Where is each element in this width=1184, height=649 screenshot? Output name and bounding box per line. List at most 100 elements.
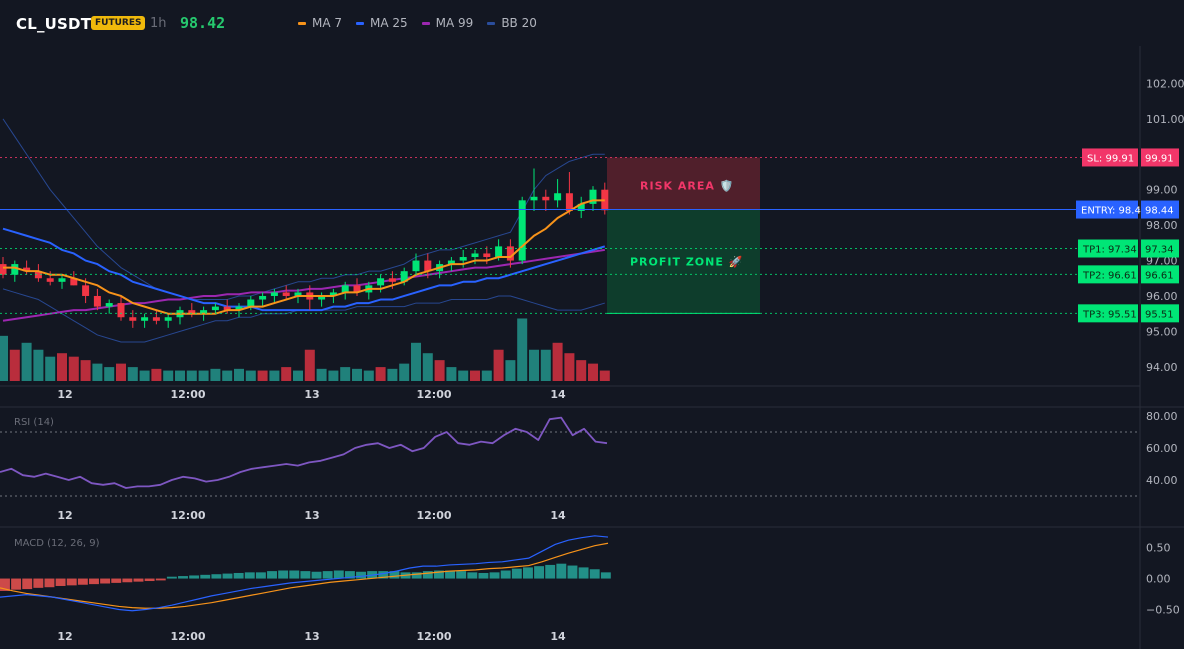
candle-body: [23, 267, 31, 272]
x-tick-label: 14: [550, 509, 566, 522]
symbol-name[interactable]: CL_USDT: [16, 15, 92, 33]
macd-histogram-bar: [111, 578, 122, 583]
x-tick-label: 13: [304, 509, 319, 522]
macd-histogram-bar: [33, 578, 44, 588]
macd-histogram-bar: [411, 572, 422, 579]
candle-body: [223, 306, 231, 311]
volume-bar: [80, 360, 91, 381]
volume-bar: [352, 368, 362, 381]
level-tag: [1078, 239, 1138, 258]
candle-body: [141, 317, 149, 321]
candle-body: [565, 193, 573, 211]
macd-histogram-bar: [378, 571, 389, 579]
legend-bb20[interactable]: BB 20: [487, 16, 537, 30]
macd-y-tick-label: 0.00: [1146, 573, 1171, 586]
macd-histogram-bar: [0, 578, 10, 591]
macd-histogram-bar: [55, 578, 66, 586]
x-tick-label: 12: [57, 388, 72, 401]
indicator-legend: MA 7 MA 25 MA 99 BB 20: [298, 16, 537, 30]
volume-bar: [163, 370, 174, 381]
macd-histogram-bar: [500, 570, 511, 579]
macd-histogram-bar: [289, 570, 300, 579]
macd-histogram-bar: [389, 571, 400, 579]
volume-bar: [116, 363, 126, 381]
candle-body: [483, 253, 491, 258]
candle-body: [164, 317, 172, 321]
risk-area: [607, 157, 760, 210]
volume-bar: [446, 367, 457, 381]
macd-histogram-bar: [545, 564, 556, 579]
candle-body: [247, 299, 255, 307]
y-tick-label: 101.00: [1146, 113, 1184, 126]
macd-histogram-bar: [133, 578, 144, 582]
candle-body: [459, 257, 467, 261]
legend-ma99-swatch: [421, 21, 430, 25]
macd-histogram-bar: [300, 571, 311, 579]
candle-body: [282, 292, 290, 296]
candle-body: [11, 264, 19, 275]
candle-body: [554, 193, 562, 201]
legend-bb20-swatch: [487, 21, 496, 25]
level-tag: [1076, 200, 1138, 219]
level-price-label: 99.91: [1145, 153, 1174, 164]
macd-histogram-bar: [556, 563, 567, 579]
macd-histogram-bar: [166, 576, 177, 579]
volume-bar: [375, 367, 386, 381]
volume-bar: [222, 370, 233, 381]
volume-bar: [481, 370, 492, 381]
level-tag-label: SL: 99.91: [1087, 153, 1134, 164]
candle-body: [400, 271, 408, 282]
volume-bar: [0, 335, 8, 381]
candle-body: [495, 246, 503, 258]
volume-bar: [127, 367, 138, 381]
ma25-line: [2, 227, 606, 312]
legend-ma25[interactable]: MA 25: [356, 16, 408, 30]
level-price-label: 98.44: [1145, 206, 1174, 217]
candle-body: [129, 317, 137, 321]
volume-bar: [422, 353, 433, 381]
legend-ma99[interactable]: MA 99: [421, 16, 473, 30]
volume-bar: [387, 368, 398, 381]
rsi-title: RSI (14): [14, 417, 54, 428]
level-tag-label: TP1: 97.34: [1082, 245, 1137, 256]
macd-histogram-bar: [267, 571, 277, 579]
candle-body: [211, 306, 219, 311]
level-price-tag: [1141, 148, 1179, 167]
rsi-y-tick-label: 40.00: [1146, 474, 1178, 487]
candle-body: [270, 292, 278, 296]
legend-ma7[interactable]: MA 7: [298, 16, 342, 30]
y-tick-label: 94.00: [1146, 361, 1178, 374]
volume-bar: [505, 360, 516, 381]
candle-body: [70, 278, 78, 286]
macd-y-tick-label: 0.50: [1146, 542, 1171, 555]
volume-bar: [564, 353, 575, 381]
macd-histogram-bar: [89, 578, 99, 585]
macd-histogram-bar: [511, 568, 522, 579]
futures-badge: FUTURES: [91, 16, 146, 30]
level-price-label: 96.61: [1145, 270, 1174, 281]
volume-bar: [304, 349, 315, 381]
macd-histogram-bar: [100, 578, 111, 584]
candle-body: [117, 303, 125, 318]
volume-bar: [281, 367, 292, 381]
macd-histogram-bar: [311, 571, 322, 579]
macd-histogram-bar: [333, 570, 344, 579]
x-tick-label: 12:00: [170, 388, 205, 401]
volume-bar: [210, 368, 221, 381]
macd-histogram-bar: [422, 571, 433, 579]
candle-body: [353, 285, 361, 293]
volume-bar: [151, 368, 162, 381]
volume-bar: [198, 370, 209, 381]
level-tag-label: ENTRY: 98.44: [1081, 206, 1147, 217]
timeframe-label[interactable]: 1h: [150, 16, 167, 31]
macd-histogram-bar: [456, 571, 467, 579]
macd-histogram-bar: [578, 567, 589, 579]
volume-bar: [175, 370, 185, 381]
y-tick-label: 98.00: [1146, 219, 1178, 232]
legend-ma7-label: MA 7: [312, 16, 343, 30]
volume-bar: [9, 349, 20, 381]
candle-body: [577, 203, 585, 211]
candle-body: [530, 196, 538, 201]
